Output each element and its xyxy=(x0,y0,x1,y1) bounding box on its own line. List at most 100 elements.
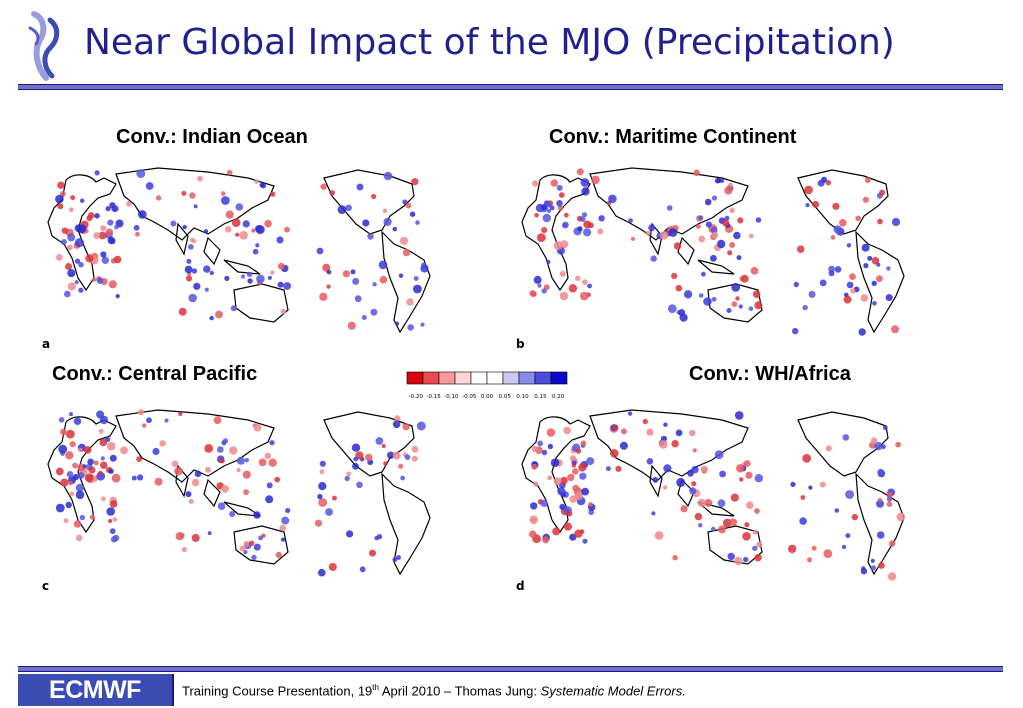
station-dot xyxy=(575,448,582,454)
station-dot xyxy=(722,518,732,528)
station-dot xyxy=(579,216,586,222)
station-dot xyxy=(799,517,807,525)
station-dot xyxy=(409,211,416,217)
station-dot xyxy=(318,498,328,507)
station-dot xyxy=(579,472,587,480)
station-dot xyxy=(68,480,73,486)
station-dot xyxy=(254,179,259,184)
station-dot xyxy=(740,274,749,283)
map-panel-c: c xyxy=(38,402,468,594)
station-dot xyxy=(802,454,812,463)
station-dot xyxy=(73,473,80,481)
station-dot xyxy=(546,202,552,208)
station-dot xyxy=(318,568,326,577)
station-dot xyxy=(204,444,214,453)
station-dot xyxy=(70,195,76,201)
station-dot xyxy=(420,322,425,327)
station-dot xyxy=(546,208,552,213)
station-dot xyxy=(283,282,291,290)
station-dot xyxy=(663,485,668,490)
station-dot xyxy=(812,200,820,208)
station-dot xyxy=(575,275,581,281)
page-title: Near Global Impact of the MJO (Precipita… xyxy=(84,22,895,63)
station-dot xyxy=(582,538,588,544)
station-dot xyxy=(98,428,104,434)
station-dot xyxy=(714,450,724,460)
station-dot xyxy=(867,255,873,261)
station-dot xyxy=(541,449,548,456)
station-dot xyxy=(591,175,600,185)
station-dot xyxy=(270,191,276,197)
station-dot xyxy=(752,545,758,551)
station-dot xyxy=(367,233,374,240)
station-dot xyxy=(346,530,354,538)
station-dot xyxy=(834,266,842,273)
station-dot xyxy=(532,180,539,187)
station-dot xyxy=(392,420,401,429)
station-dot xyxy=(325,508,333,516)
station-dot xyxy=(274,476,281,483)
station-dot xyxy=(402,423,410,431)
station-dot xyxy=(337,205,347,215)
station-dot xyxy=(78,261,84,268)
station-dot xyxy=(383,217,392,226)
station-dot xyxy=(871,280,877,286)
station-dot xyxy=(191,478,200,487)
station-dot xyxy=(580,178,590,187)
station-dot xyxy=(537,440,543,447)
station-dot xyxy=(100,456,105,461)
station-dot xyxy=(280,308,286,315)
station-dot xyxy=(541,227,548,234)
station-dot xyxy=(275,551,282,558)
station-dot xyxy=(547,443,553,450)
station-dot xyxy=(631,236,635,241)
colorbar-tick-label: -0.15 xyxy=(427,394,442,400)
station-dot xyxy=(550,179,559,187)
station-dot xyxy=(608,194,617,204)
station-dot xyxy=(181,190,187,196)
coastline xyxy=(589,167,749,241)
station-dot xyxy=(109,454,117,462)
station-dot xyxy=(231,218,241,227)
station-dot xyxy=(159,440,166,447)
station-dot xyxy=(101,256,109,264)
station-dot xyxy=(710,254,717,262)
station-dot xyxy=(394,321,400,326)
station-dot xyxy=(379,275,388,284)
footer-divider-line xyxy=(18,666,1003,672)
station-dot xyxy=(739,477,744,482)
footer-text-rest: April 2010 – Thomas Jung: xyxy=(378,683,541,699)
station-dot xyxy=(394,415,401,422)
station-dot xyxy=(619,441,628,450)
station-dot xyxy=(108,280,117,289)
station-dot xyxy=(236,456,245,465)
station-dot xyxy=(553,241,563,250)
station-dot xyxy=(74,258,81,264)
station-dot xyxy=(876,262,881,267)
station-dot xyxy=(651,511,656,516)
station-dot xyxy=(329,190,336,196)
station-dot xyxy=(666,205,673,211)
station-dot xyxy=(94,170,100,176)
station-dot xyxy=(345,204,352,212)
station-dot xyxy=(870,437,878,444)
station-dot xyxy=(186,258,192,264)
station-dot xyxy=(247,278,253,284)
station-dot xyxy=(598,215,605,222)
station-dot xyxy=(87,458,94,466)
station-dot xyxy=(731,283,741,292)
colorbar-cell xyxy=(454,371,472,385)
station-dot xyxy=(567,473,575,482)
station-dot xyxy=(213,416,222,425)
station-dot xyxy=(93,232,101,239)
station-dot xyxy=(326,284,331,289)
station-dot xyxy=(711,231,719,239)
station-dot xyxy=(108,518,113,524)
station-dot xyxy=(811,545,817,551)
station-dot xyxy=(808,485,813,490)
station-dot xyxy=(60,478,69,487)
station-dot xyxy=(541,288,547,294)
station-dot xyxy=(668,228,678,237)
station-dot xyxy=(258,535,263,541)
station-dot xyxy=(152,447,160,456)
